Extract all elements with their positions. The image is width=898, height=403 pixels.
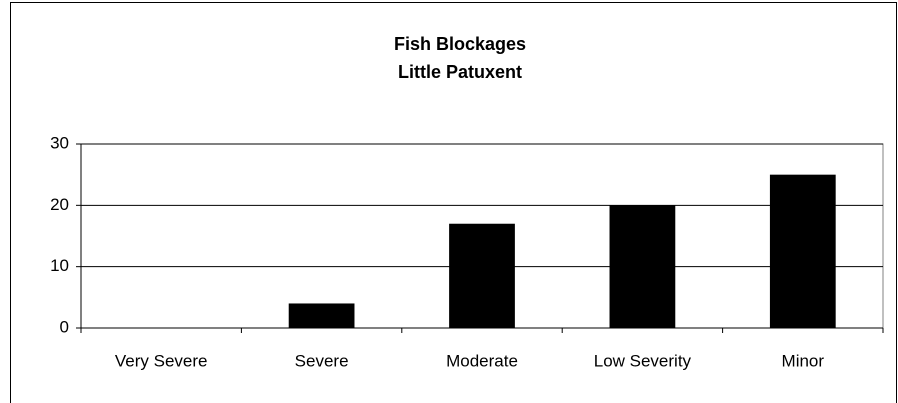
x-tick-label: Severe [295, 351, 349, 370]
x-tick-label: Moderate [446, 351, 518, 370]
bar [449, 223, 515, 328]
bar [288, 303, 355, 328]
y-tick-label: 20 [50, 195, 69, 214]
x-tick-label: Minor [782, 351, 825, 370]
y-tick-label: 10 [50, 256, 69, 275]
bar [769, 174, 836, 328]
x-tick-label: Very Severe [115, 351, 208, 370]
chart-title: Fish Blockages [394, 34, 526, 54]
y-tick-label: 0 [60, 317, 69, 336]
x-tick-label: Low Severity [594, 351, 692, 370]
y-tick-label: 30 [50, 133, 69, 152]
chart-subtitle: Little Patuxent [398, 62, 522, 82]
bar [609, 205, 676, 328]
